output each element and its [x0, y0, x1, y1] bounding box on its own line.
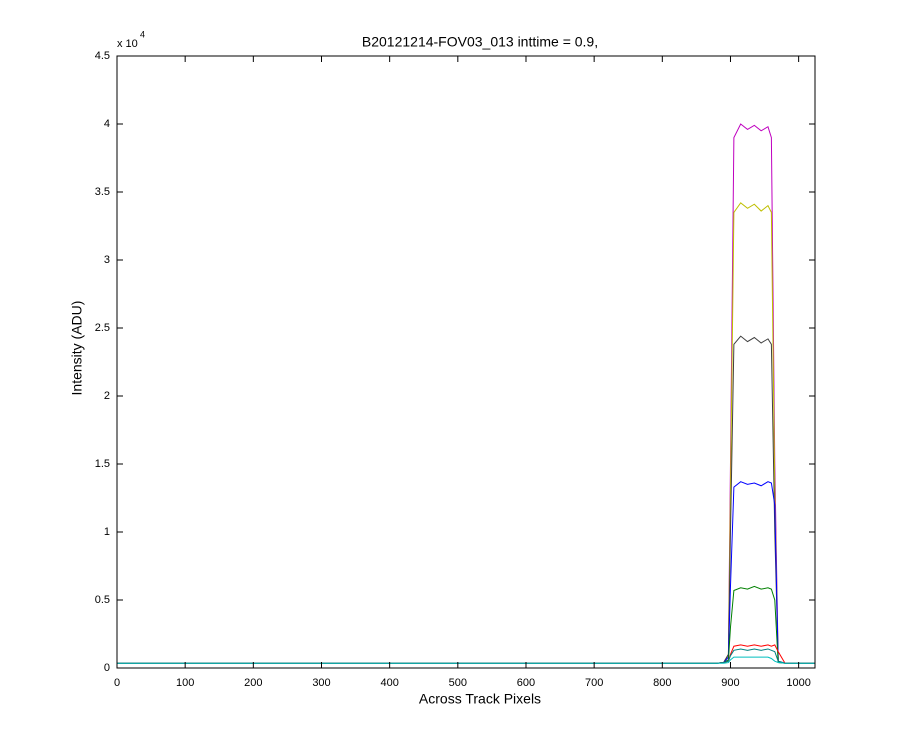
y-tick-label: 4.5 — [95, 50, 110, 62]
y-tick-label: 2 — [104, 390, 110, 402]
series-line — [117, 656, 815, 664]
y-axis-label: Intensity (ADU) — [69, 301, 85, 396]
y-tick-label: 3.5 — [95, 186, 110, 198]
x-tick-label: 600 — [517, 677, 535, 689]
y-tick-label: 1 — [104, 526, 110, 538]
y-tick-label: 0 — [104, 662, 110, 674]
x-tick-label: 400 — [380, 677, 398, 689]
x-tick-label: 300 — [312, 677, 330, 689]
x-tick-label: 500 — [449, 677, 467, 689]
x-tick-label: 800 — [653, 677, 671, 689]
lines — [117, 123, 815, 664]
plot-area — [117, 56, 815, 668]
y-tick-label: 2.5 — [95, 322, 110, 334]
x-tick-label: 900 — [721, 677, 739, 689]
y-tick-label: 1.5 — [95, 458, 110, 470]
x-tick-label: 1000 — [786, 677, 810, 689]
x-tick-label: 100 — [176, 677, 194, 689]
y-exponent-base: x 10 — [117, 38, 138, 50]
y-tick-label: 4 — [104, 118, 110, 130]
axes-box — [116, 55, 816, 669]
x-tick-label: 0 — [114, 677, 120, 689]
y-tick-label: 3 — [104, 254, 110, 266]
x-axis-label: Across Track Pixels — [419, 691, 541, 707]
x-tick-label: 200 — [244, 677, 262, 689]
y-tick-label: 0.5 — [95, 594, 110, 606]
y-exponent-power: 4 — [140, 29, 145, 39]
x-tick-label: 700 — [585, 677, 603, 689]
chart-title: B20121214-FOV03_013 inttime = 0.9, — [362, 34, 598, 50]
